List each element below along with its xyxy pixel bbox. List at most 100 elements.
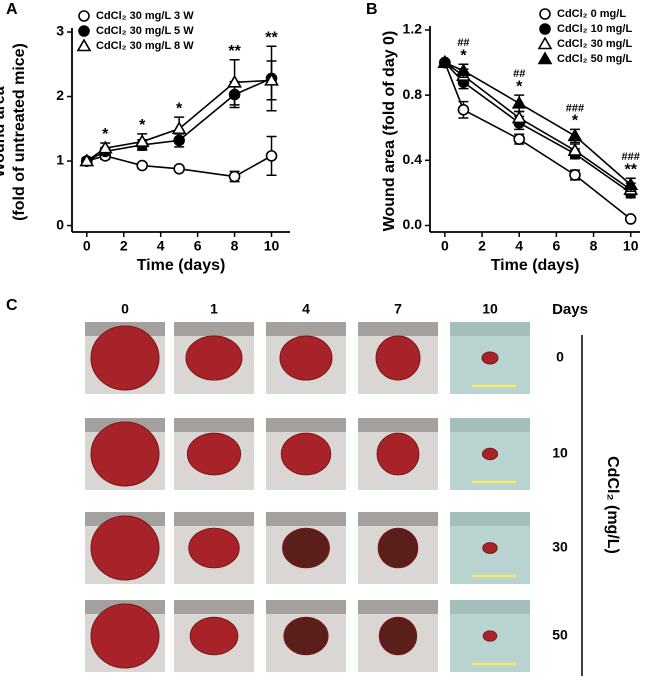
legend-marker (78, 10, 90, 22)
x-tick-label: 2 (478, 238, 486, 254)
photo-shade (450, 322, 530, 336)
legend-marker (78, 25, 90, 37)
marker (511, 95, 527, 109)
x-tick-label: 6 (194, 238, 202, 254)
wound (186, 432, 242, 476)
photo-shade (358, 322, 438, 336)
marker (76, 38, 92, 52)
wound-photo (358, 418, 438, 490)
wound-photo (266, 512, 346, 584)
photo-shade (174, 600, 254, 614)
marker (227, 74, 242, 88)
row-label: 50 (552, 627, 568, 643)
legend-marker (76, 38, 92, 52)
legend-label: CdCl₂ 50 mg/L (557, 53, 632, 65)
marker (623, 177, 639, 191)
marker (539, 8, 551, 20)
annotation: * (102, 126, 109, 143)
column-title: Days (552, 301, 588, 318)
legend-label: CdCl₂ 10 mg/L (557, 23, 632, 35)
x-tick-label: 0 (441, 238, 449, 254)
wound-photo (174, 512, 254, 584)
legend-marker (537, 51, 553, 65)
wound (481, 447, 499, 461)
x-axis-title: Time (days) (137, 257, 226, 274)
series-line (444, 62, 632, 220)
x-tick-label: 6 (552, 238, 560, 254)
annotation: * (460, 47, 467, 64)
marker (456, 63, 471, 77)
y-tick-label: 3 (56, 23, 64, 39)
wound-photo (85, 322, 165, 394)
photo-shade (266, 322, 346, 336)
column-label: 4 (302, 301, 310, 317)
y-axis-title: Wound area (0, 86, 8, 177)
wound (376, 432, 420, 476)
wound-photo (450, 512, 530, 584)
marker (569, 169, 581, 181)
legend-label: CdCl₂ 30 mg/L 5 W (96, 25, 194, 37)
photo-shade (450, 418, 530, 432)
marker (624, 213, 637, 225)
marker (437, 54, 453, 68)
photo-shade (174, 418, 254, 432)
marker (79, 153, 95, 167)
wound (377, 527, 419, 569)
column-label: 1 (210, 301, 218, 317)
x-tick-label: 0 (83, 238, 91, 254)
y-axis-title: Wound area (fold of day 0) (381, 31, 398, 232)
wound-photo (174, 418, 254, 490)
photo-shade (266, 600, 346, 614)
wound (279, 335, 333, 381)
wound-photo (174, 322, 254, 394)
x-tick-label: 4 (515, 238, 523, 254)
wound (280, 432, 332, 476)
series-line (444, 61, 632, 186)
legend-marker (539, 23, 551, 35)
y-tick-label: 1 (56, 152, 64, 168)
series (439, 56, 637, 225)
wound (90, 421, 160, 487)
annotation: ** (265, 29, 278, 46)
annotation: ** (228, 43, 241, 60)
annotation: * (572, 113, 579, 130)
row-label: 0 (556, 349, 564, 365)
x-axis-title: Time (days) (491, 257, 580, 274)
x-tick-label: 2 (120, 238, 128, 254)
wound-photo (450, 322, 530, 394)
annotation: ## (457, 37, 469, 49)
marker (567, 128, 583, 142)
annotation: ** (624, 161, 637, 178)
wound-photo (85, 600, 165, 672)
marker (136, 159, 149, 172)
legend-label: CdCl₂ 0 mg/L (557, 8, 626, 20)
y-tick-label: 1.2 (403, 21, 423, 37)
photo-shade (266, 512, 346, 526)
wound (482, 542, 498, 554)
photo-shade (450, 512, 530, 526)
wound (378, 616, 418, 656)
marker (78, 10, 90, 22)
x-tick-label: 10 (264, 238, 280, 254)
row-label: 30 (552, 539, 568, 555)
wound-photo (85, 418, 165, 490)
series (437, 54, 639, 193)
marker (97, 140, 113, 154)
photo-shade (174, 512, 254, 526)
marker (537, 36, 553, 50)
marker (539, 23, 551, 35)
series (80, 135, 278, 183)
annotation: * (516, 78, 523, 95)
photo-shade (358, 512, 438, 526)
photo-shade (450, 600, 530, 614)
row-label: 10 (552, 445, 568, 461)
row-title: CdCl₂ (mg/L) (604, 456, 621, 554)
marker (513, 133, 526, 145)
annotation: ## (513, 68, 525, 80)
marker (173, 162, 185, 175)
wound-photo (174, 600, 254, 672)
wound (188, 527, 240, 569)
x-tick-label: 4 (157, 238, 165, 254)
wound (189, 616, 239, 656)
